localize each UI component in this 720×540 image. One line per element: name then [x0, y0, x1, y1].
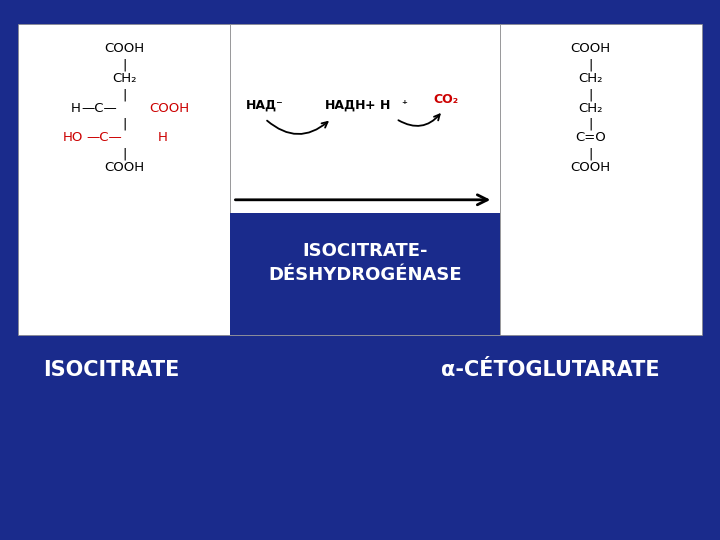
- Text: DÉSHYDROGÉNASE: DÉSHYDROGÉNASE: [269, 266, 462, 285]
- Text: + Н: + Н: [365, 99, 391, 112]
- Text: ISOCITRATE: ISOCITRATE: [43, 360, 180, 380]
- Text: H: H: [158, 131, 168, 144]
- Text: —C—: —C—: [81, 102, 117, 114]
- Text: CH₂: CH₂: [578, 72, 603, 85]
- Text: ⁺: ⁺: [402, 100, 408, 110]
- Text: CH₂: CH₂: [112, 72, 137, 85]
- Text: |: |: [122, 118, 127, 131]
- Text: |: |: [122, 58, 127, 71]
- Text: |: |: [122, 147, 127, 160]
- Text: НАДН: НАДН: [325, 99, 366, 112]
- Text: HO: HO: [63, 131, 83, 144]
- Text: COOH: COOH: [104, 161, 145, 174]
- Text: C=O: C=O: [575, 131, 606, 144]
- Text: COOH: COOH: [104, 42, 145, 55]
- Text: α-CÉTOGLUTARATE: α-CÉTOGLUTARATE: [441, 360, 660, 380]
- Text: CO₂: CO₂: [434, 93, 459, 106]
- Text: |: |: [588, 88, 593, 101]
- Text: |: |: [588, 147, 593, 160]
- Text: НАД⁻: НАД⁻: [246, 99, 284, 112]
- Text: |: |: [588, 118, 593, 131]
- FancyBboxPatch shape: [230, 24, 500, 335]
- FancyBboxPatch shape: [230, 213, 500, 335]
- Text: CH₂: CH₂: [578, 102, 603, 114]
- Text: COOH: COOH: [149, 102, 189, 114]
- FancyArrowPatch shape: [398, 114, 440, 126]
- FancyBboxPatch shape: [18, 24, 230, 335]
- Text: |: |: [122, 88, 127, 101]
- Text: COOH: COOH: [570, 161, 611, 174]
- FancyBboxPatch shape: [500, 24, 702, 335]
- Text: ISOCITRATE-: ISOCITRATE-: [302, 242, 428, 260]
- Text: |: |: [588, 58, 593, 71]
- Text: —C—: —C—: [86, 131, 122, 144]
- Text: COOH: COOH: [570, 42, 611, 55]
- FancyArrowPatch shape: [267, 120, 328, 134]
- Text: H: H: [71, 102, 81, 114]
